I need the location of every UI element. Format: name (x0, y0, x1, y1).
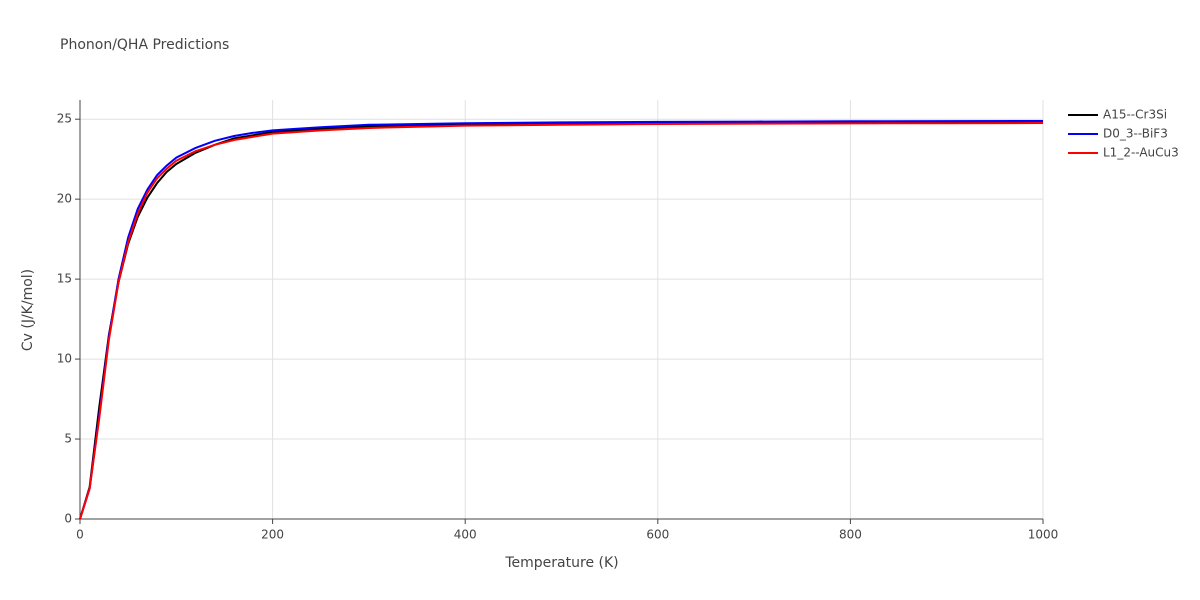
y-tick-label: 15 (57, 272, 72, 286)
y-tick-label: 10 (57, 352, 72, 366)
legend-label: A15--Cr3Si (1103, 108, 1167, 122)
y-tick-label: 0 (64, 512, 72, 526)
series-line (79, 122, 1044, 520)
x-axis-label: Temperature (K) (504, 555, 618, 571)
x-tick-label: 800 (839, 528, 862, 542)
y-tick-label: 20 (57, 192, 72, 206)
legend-label: D0_3--BiF3 (1103, 127, 1168, 141)
y-axis-label: Cv (J/K/mol) (20, 269, 36, 351)
y-tick-label: 25 (57, 112, 72, 126)
series-line (79, 120, 1044, 520)
x-tick-label: 200 (261, 528, 284, 542)
x-tick-label: 400 (454, 528, 477, 542)
chart-title: Phonon/QHA Predictions (60, 37, 229, 53)
series-line (79, 119, 1044, 520)
x-tick-label: 1000 (1028, 528, 1059, 542)
y-tick-label: 5 (64, 432, 72, 446)
legend-label: L1_2--AuCu3 (1103, 146, 1179, 160)
x-tick-label: 600 (646, 528, 669, 542)
x-tick-label: 0 (76, 528, 84, 542)
